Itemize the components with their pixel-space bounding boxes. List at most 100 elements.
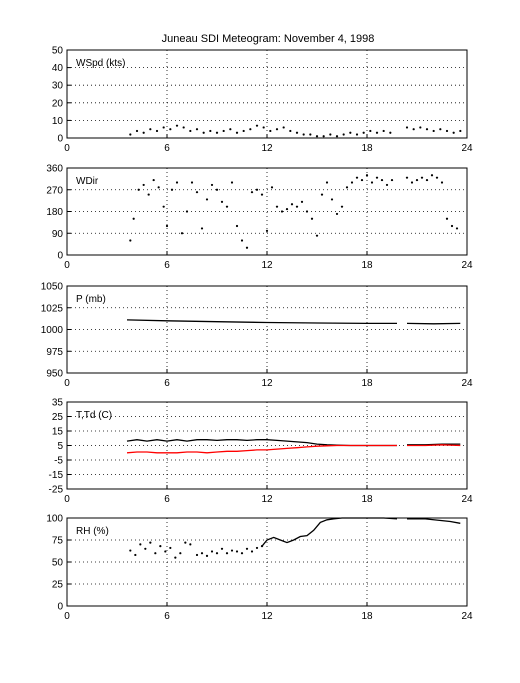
- x-tick-label-3-0: 0: [64, 494, 70, 505]
- data-point-4-0-11: [184, 541, 187, 544]
- y-tick-label-2-1: 975: [46, 347, 63, 358]
- data-point-1-0-47: [360, 178, 364, 182]
- data-point-1-0-45: [350, 181, 354, 184]
- data-point-1-0-50: [375, 176, 379, 179]
- x-tick-label-2-1: 6: [164, 378, 170, 389]
- x-tick-label-2-2: 12: [261, 378, 273, 389]
- data-point-4-1-2: [205, 554, 209, 557]
- data-point-1-0-40: [325, 181, 329, 184]
- data-point-4-1-11: [250, 550, 254, 553]
- data-point-4-0-7: [164, 550, 167, 553]
- series-line-3-0: [126, 439, 397, 447]
- data-point-1-0-55: [410, 181, 414, 184]
- data-point-1-0-42: [335, 212, 339, 216]
- data-point-0-0-31: [335, 135, 339, 138]
- data-point-4-0-12: [189, 543, 192, 546]
- x-tick-label-3-4: 24: [461, 494, 473, 505]
- y-tick-label-0-4: 40: [52, 63, 64, 74]
- data-point-0-0-23: [282, 126, 285, 129]
- panel-label-1: WDir: [76, 176, 99, 187]
- data-point-1-0-53: [390, 178, 394, 182]
- data-point-0-0-26: [302, 133, 305, 136]
- panel-4: 0 6 12 18 24 0 25 50 75 100 RH (%): [46, 514, 473, 623]
- data-point-0-0-4: [155, 129, 159, 133]
- data-point-1-0-29: [270, 186, 274, 189]
- data-point-4-0-6: [159, 545, 162, 548]
- y-tick-label-2-0: 950: [46, 369, 63, 380]
- x-tick-label-1-4: 24: [461, 260, 473, 271]
- data-point-0-0-17: [242, 129, 245, 133]
- data-point-0-0-9: [189, 129, 192, 133]
- data-point-1-0-58: [425, 178, 429, 182]
- panel-1: 0 6 12 18 24 0 90 180 270 360 WDir: [46, 164, 473, 272]
- data-point-0-0-21: [269, 129, 272, 133]
- data-point-4-0-2: [139, 543, 142, 546]
- y-tick-label-0-1: 10: [52, 116, 64, 127]
- data-point-0-0-0: [129, 133, 132, 136]
- data-point-1-0-28: [265, 229, 269, 232]
- data-point-1-0-7: [162, 205, 165, 208]
- data-point-0-0-15: [229, 128, 232, 131]
- data-point-1-0-32: [285, 207, 289, 211]
- x-tick-label-1-3: 18: [361, 260, 373, 271]
- data-point-0-0-47: [452, 131, 455, 134]
- data-point-1-0-10: [175, 181, 179, 184]
- y-tick-label-2-2: 1000: [41, 325, 64, 336]
- data-point-1-0-46: [355, 176, 359, 179]
- x-tick-label-4-4: 24: [461, 611, 473, 622]
- data-point-1-0-6: [157, 186, 160, 189]
- data-point-1-0-37: [310, 217, 314, 220]
- data-point-4-0-0: [129, 549, 132, 552]
- x-tick-label-1-2: 12: [261, 260, 273, 271]
- data-point-4-1-3: [210, 550, 214, 553]
- data-point-1-0-4: [147, 193, 150, 196]
- data-point-4-1-10: [245, 547, 249, 550]
- x-tick-label-1-0: 0: [64, 260, 70, 271]
- data-point-1-0-8: [165, 224, 169, 228]
- data-point-0-0-13: [215, 131, 219, 134]
- data-point-0-0-35: [362, 131, 365, 134]
- data-point-0-0-46: [445, 129, 449, 133]
- data-point-0-0-6: [169, 128, 172, 131]
- y-tick-label-1-2: 180: [46, 207, 63, 218]
- data-point-0-0-10: [195, 128, 199, 131]
- data-point-1-0-25: [250, 191, 254, 194]
- data-point-1-0-51: [380, 178, 384, 182]
- data-point-0-0-20: [262, 126, 265, 129]
- data-point-1-0-2: [137, 188, 140, 191]
- data-point-1-0-49: [370, 181, 374, 184]
- series-line-3-2: [126, 444, 397, 454]
- y-tick-label-4-0: 0: [57, 602, 63, 613]
- y-tick-label-4-1: 25: [52, 580, 64, 591]
- data-point-1-0-57: [420, 176, 424, 179]
- data-point-0-0-39: [389, 131, 392, 134]
- data-point-0-0-2: [142, 131, 145, 134]
- data-point-1-0-33: [290, 203, 294, 206]
- data-point-0-0-5: [162, 126, 165, 129]
- data-point-4-0-4: [149, 541, 152, 544]
- data-point-0-0-30: [329, 133, 332, 136]
- data-point-1-0-30: [275, 205, 279, 208]
- data-point-4-0-10: [179, 552, 182, 555]
- data-point-1-0-41: [330, 198, 334, 201]
- x-tick-label-3-3: 18: [361, 494, 373, 505]
- data-point-4-1-4: [215, 552, 219, 555]
- data-point-1-0-17: [210, 183, 214, 187]
- data-point-1-0-1: [132, 217, 135, 220]
- y-tick-label-2-4: 1050: [41, 282, 64, 293]
- data-point-4-0-8: [169, 546, 172, 550]
- data-point-1-0-3: [142, 183, 145, 187]
- panel-label-0: WSpd (kts): [76, 58, 125, 69]
- series-line-4-2: [261, 517, 398, 547]
- data-point-1-0-9: [170, 188, 174, 191]
- data-point-4-0-5: [154, 552, 157, 555]
- x-tick-label-2-0: 0: [64, 378, 70, 389]
- y-tick-label-3-4: 15: [52, 427, 64, 438]
- x-tick-label-0-2: 12: [261, 143, 273, 154]
- data-point-0-0-29: [322, 135, 325, 138]
- data-point-0-0-11: [202, 131, 205, 134]
- data-point-0-0-36: [369, 129, 372, 133]
- data-point-0-0-27: [309, 133, 312, 136]
- y-tick-label-3-3: 5: [57, 441, 63, 452]
